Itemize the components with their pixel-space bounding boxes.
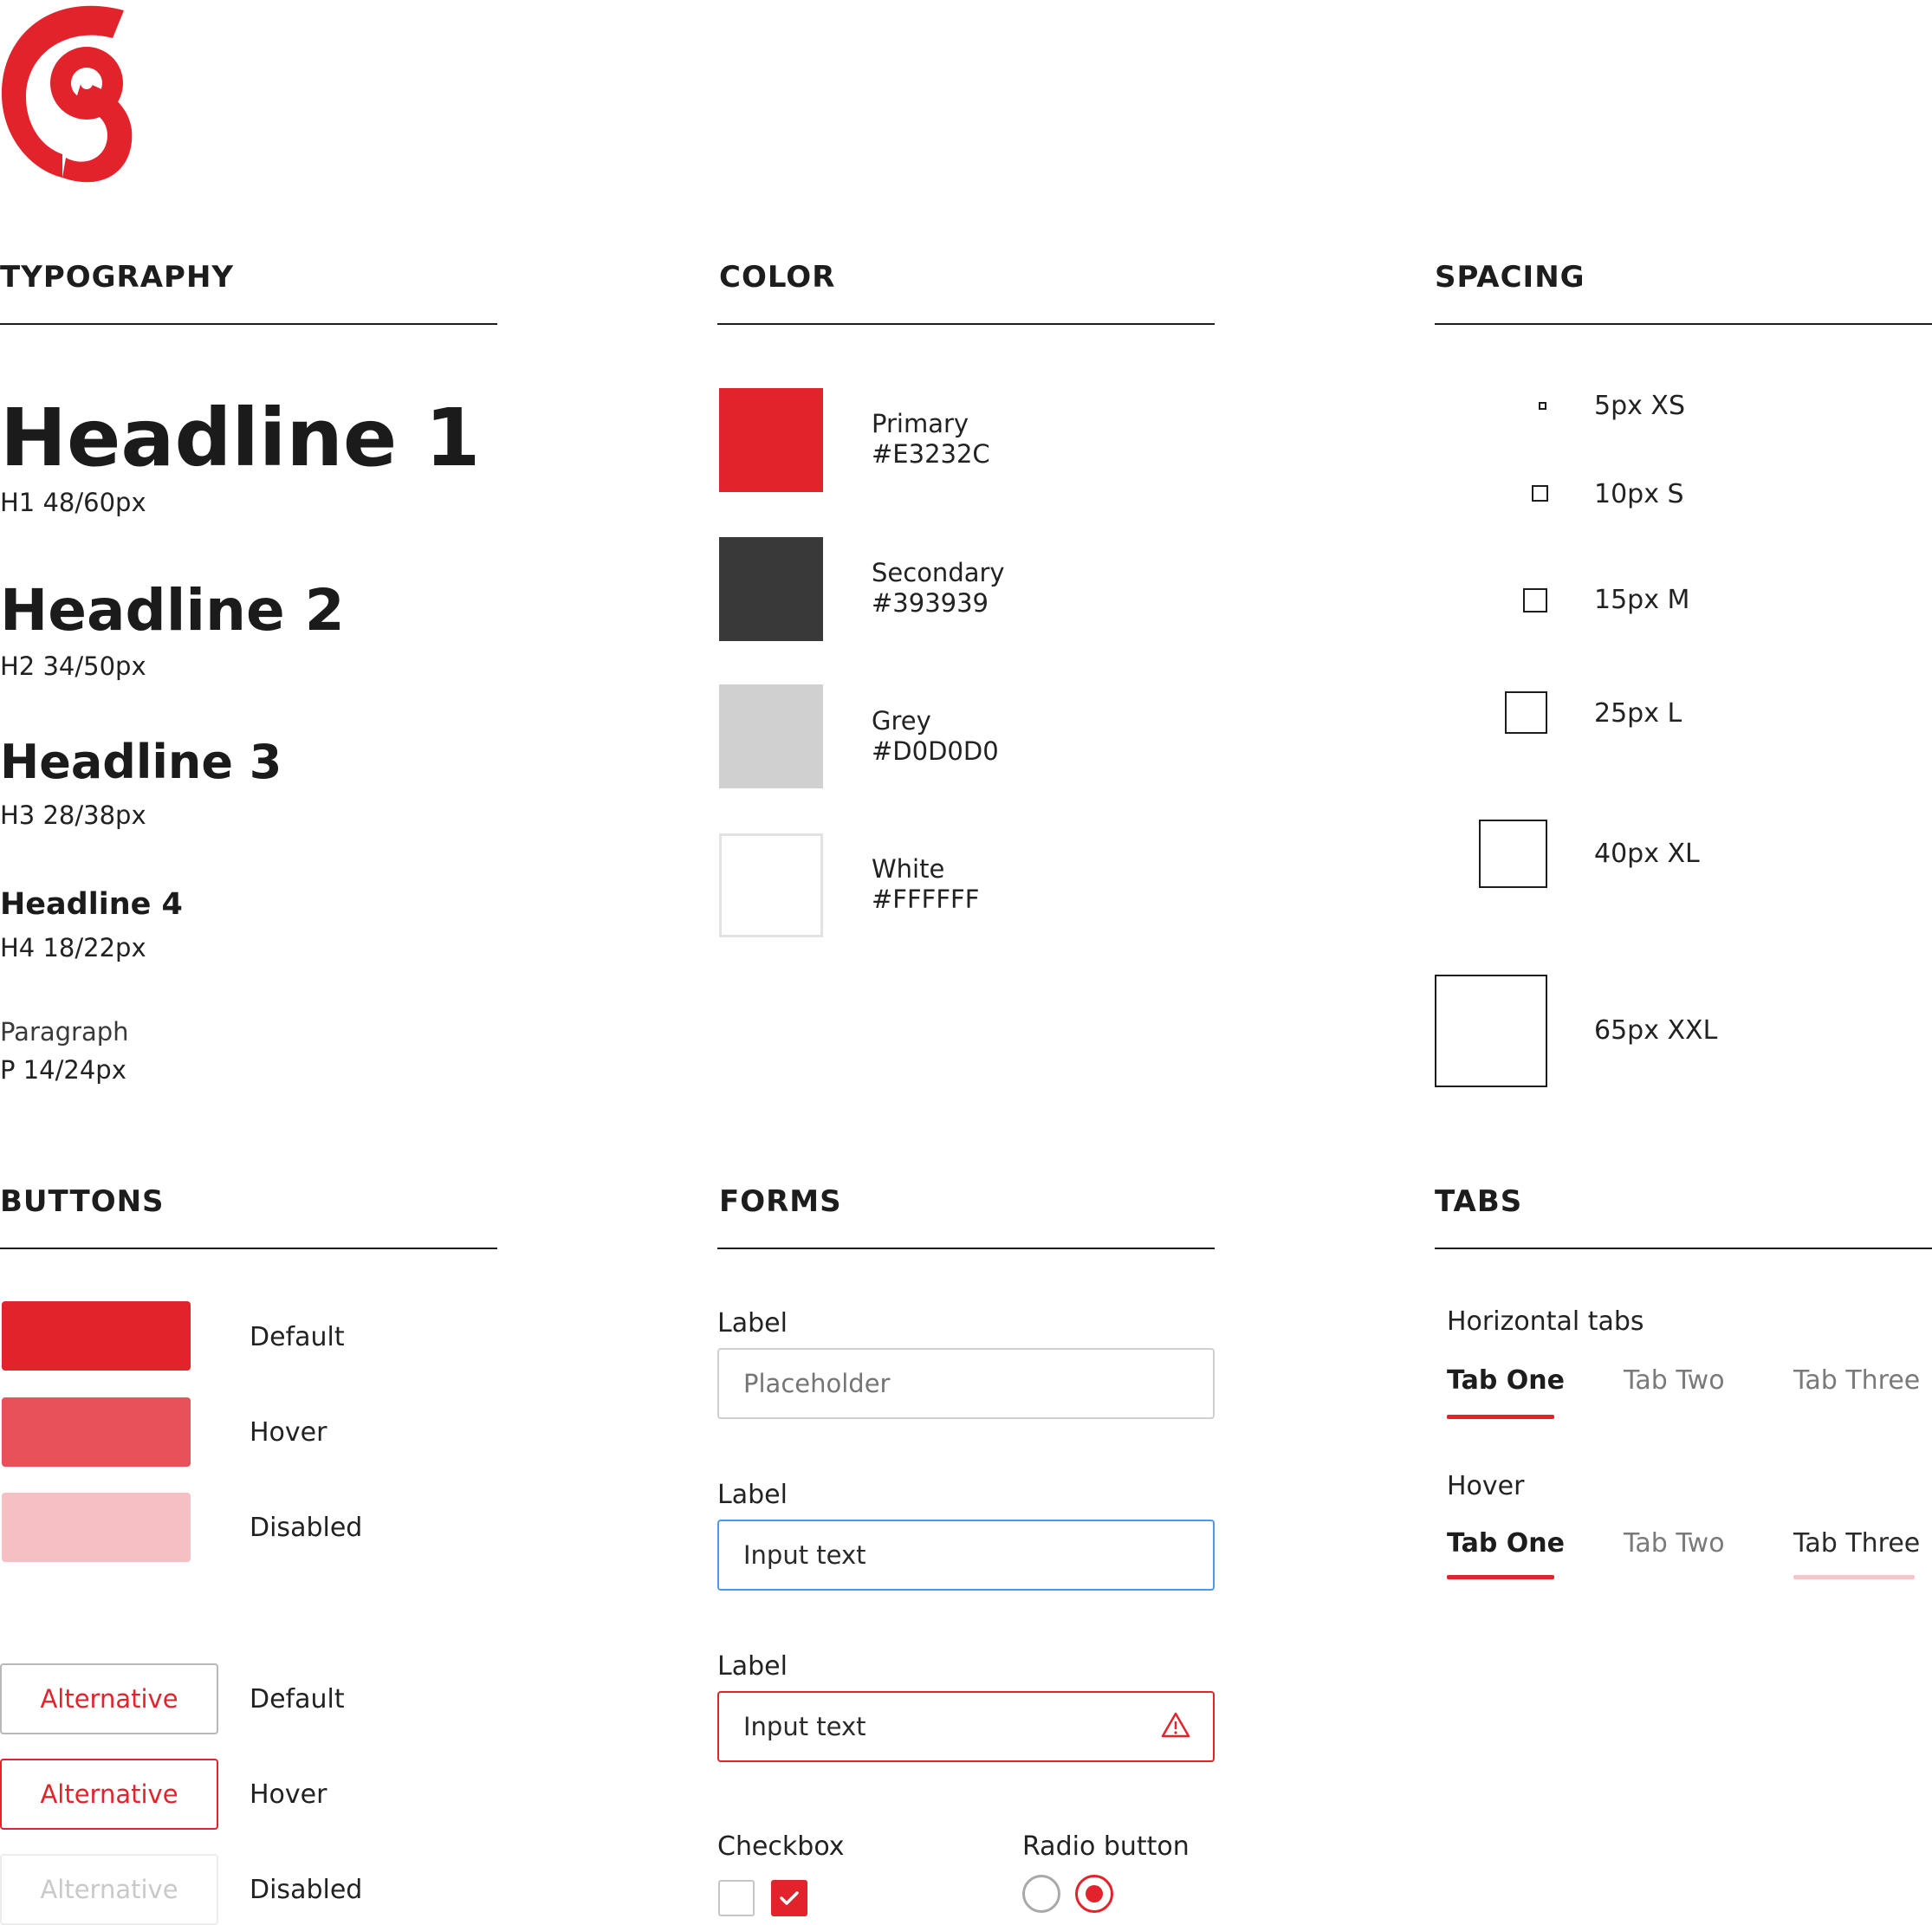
alternative-button-default[interactable]: Alternative [0, 1663, 218, 1734]
buttons-title: BUTTONS [0, 1184, 165, 1219]
hover-tab-three[interactable]: Tab Three [1793, 1528, 1921, 1559]
hover-tabs-label: Hover [1447, 1471, 1525, 1501]
alternative-button-default-state: Default [250, 1684, 345, 1714]
swatch-grey-name: Grey [872, 706, 931, 736]
swatch-primary [719, 388, 823, 492]
swatch-secondary [719, 537, 823, 641]
radio-unselected[interactable] [1022, 1875, 1060, 1913]
headline-4-spec: H4 18/22px [0, 933, 146, 962]
swatch-grey [719, 684, 823, 788]
color-divider [717, 323, 1215, 325]
hover-tab-one[interactable]: Tab One [1447, 1528, 1565, 1559]
focused-input-value: Input text [743, 1540, 866, 1570]
color-title: COLOR [719, 260, 836, 295]
headline-1-sample: Headline 1 [0, 392, 481, 484]
buttons-divider [0, 1248, 497, 1249]
error-input[interactable]: Input text [717, 1691, 1215, 1762]
checkmark-icon [780, 1891, 799, 1905]
spacing-xxl-label: 65px XXL [1594, 1015, 1718, 1046]
headline-3-sample: Headline 3 [0, 735, 282, 789]
spacing-xs-label: 5px XS [1594, 391, 1686, 421]
forms-title: FORMS [719, 1184, 842, 1219]
alternative-button-hover-state: Hover [250, 1779, 327, 1810]
spacing-xl-label: 40px XL [1594, 839, 1700, 869]
headline-1-spec: H1 48/60px [0, 488, 146, 517]
primary-button-hover[interactable] [2, 1397, 191, 1467]
brand-logo-icon [1, 5, 133, 183]
spacing-xxl-square [1435, 975, 1547, 1087]
swatch-secondary-name: Secondary [872, 558, 1005, 587]
tab-one[interactable]: Tab One [1447, 1365, 1565, 1396]
checkbox-label: Checkbox [717, 1831, 845, 1862]
paragraph-spec: P 14/24px [0, 1055, 126, 1085]
spacing-m-label: 15px M [1594, 585, 1690, 615]
spacing-m-square [1523, 588, 1547, 612]
hover-tab-two[interactable]: Tab Two [1624, 1528, 1725, 1559]
swatch-grey-hex: #D0D0D0 [872, 736, 999, 766]
checkbox-unchecked[interactable] [718, 1880, 755, 1916]
tabs-divider [1435, 1248, 1932, 1249]
radio-selected-dot [1086, 1885, 1103, 1902]
spacing-l-square [1505, 691, 1547, 734]
radio-selected[interactable] [1075, 1875, 1113, 1913]
typography-title: TYPOGRAPHY [0, 260, 235, 295]
spacing-xs-square [1539, 402, 1546, 410]
spacing-s-square [1532, 485, 1548, 502]
tab-two[interactable]: Tab Two [1624, 1365, 1725, 1396]
swatch-primary-name: Primary [872, 409, 969, 438]
horizontal-tabs-label: Horizontal tabs [1447, 1306, 1644, 1337]
focused-input[interactable]: Input text [717, 1520, 1215, 1591]
error-input-value: Input text [743, 1712, 866, 1741]
swatch-white-name: White [872, 854, 945, 884]
hover-tab-one-active-indicator [1447, 1575, 1554, 1579]
placeholder-input[interactable] [717, 1348, 1215, 1419]
headline-4-sample: Headline 4 [0, 887, 183, 922]
tab-three[interactable]: Tab Three [1793, 1365, 1921, 1396]
radio-button-label: Radio button [1022, 1831, 1190, 1862]
headline-3-spec: H3 28/38px [0, 800, 146, 830]
spacing-title: SPACING [1435, 260, 1585, 295]
typography-divider [0, 323, 497, 325]
hover-tab-three-indicator [1793, 1575, 1915, 1579]
form-label-2: Label [717, 1480, 788, 1510]
paragraph-sample: Paragraph [0, 1017, 129, 1047]
headline-2-spec: H2 34/50px [0, 651, 146, 681]
tab-one-active-indicator [1447, 1415, 1554, 1419]
spacing-l-label: 25px L [1594, 698, 1682, 729]
primary-button-default-state: Default [250, 1322, 345, 1352]
swatch-white [719, 833, 823, 937]
warning-icon [1161, 1712, 1190, 1738]
spacing-divider [1435, 323, 1932, 325]
primary-button-default[interactable] [2, 1301, 191, 1371]
spacing-xl-square [1479, 820, 1547, 888]
primary-button-disabled [2, 1493, 191, 1562]
form-label-1: Label [717, 1308, 788, 1338]
primary-button-hover-state: Hover [250, 1417, 327, 1448]
headline-2-sample: Headline 2 [0, 577, 345, 644]
checkbox-checked[interactable] [771, 1880, 807, 1916]
spacing-s-label: 10px S [1594, 479, 1684, 509]
swatch-primary-hex: #E3232C [872, 439, 990, 469]
form-label-3: Label [717, 1651, 788, 1682]
alternative-button-hover[interactable]: Alternative [0, 1759, 218, 1830]
alternative-button-disabled-state: Disabled [250, 1875, 363, 1905]
tabs-title: TABS [1435, 1184, 1523, 1219]
forms-divider [717, 1248, 1215, 1249]
primary-button-disabled-state: Disabled [250, 1513, 363, 1543]
swatch-white-hex: #FFFFFF [872, 885, 980, 914]
swatch-secondary-hex: #393939 [872, 588, 989, 618]
alternative-button-disabled: Alternative [0, 1854, 218, 1925]
